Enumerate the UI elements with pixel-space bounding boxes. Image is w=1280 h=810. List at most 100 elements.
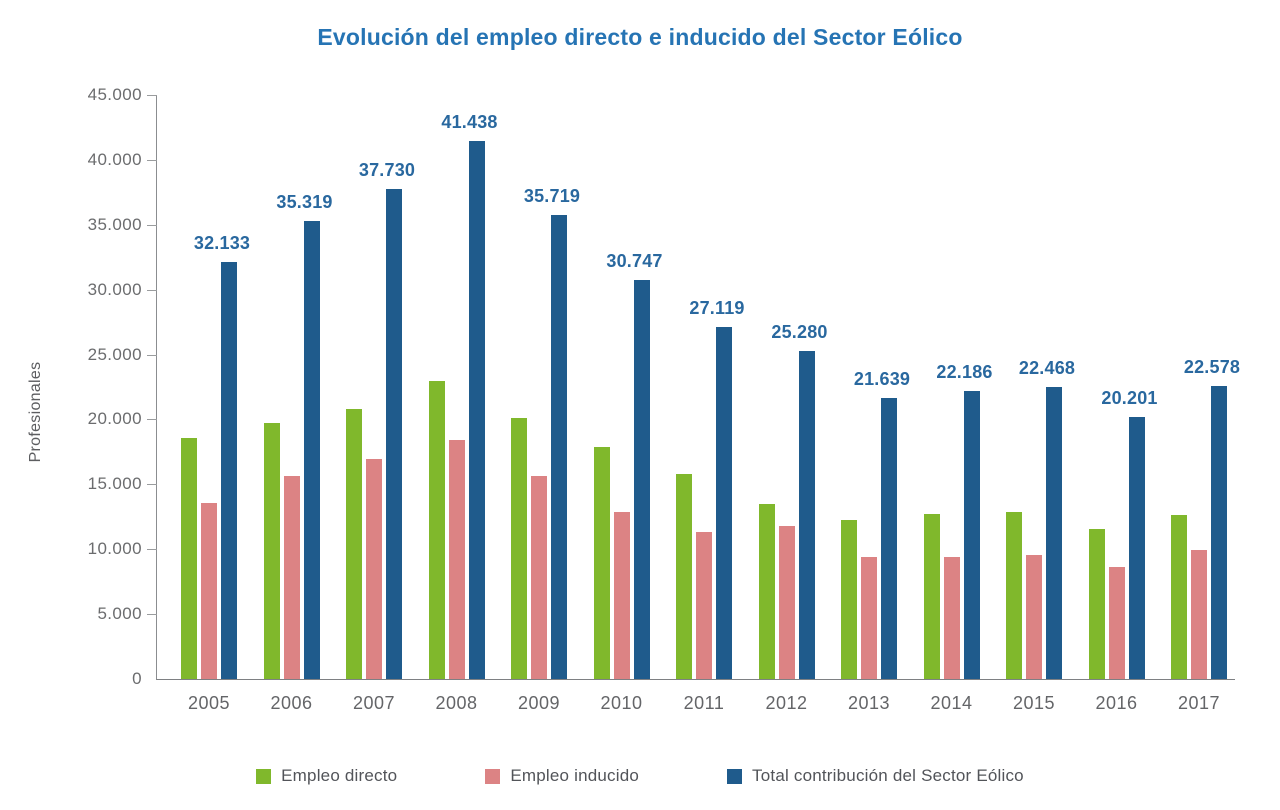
bar-group-2005: 32.133 2005 — [181, 95, 250, 713]
bar-group-2012: 25.280 2012 — [758, 95, 827, 713]
x-axis-label: 2005 — [187, 693, 231, 713]
x-axis-label: 2012 — [765, 693, 808, 713]
legend-item-total: Total contribución del Sector Eólico — [727, 766, 1024, 786]
bar-empleo-inducido — [366, 459, 382, 679]
bar-group-2016: 20.201 2016 — [1088, 95, 1157, 713]
bar-group-2015: 22.468 2015 — [1006, 95, 1075, 713]
bar-group-2013: 21.639 2013 — [841, 95, 910, 713]
bar-empleo-inducido — [283, 476, 300, 679]
total-value-label: 20.201 — [1101, 387, 1158, 408]
legend-swatch-pink — [485, 768, 501, 784]
legend-label: Total contribución del Sector Eólico — [752, 766, 1024, 785]
legend-label: Empleo directo — [281, 766, 398, 785]
y-axis-tick — [147, 95, 157, 96]
bar-group-2009: 35.719 2009 — [511, 95, 580, 713]
bar-group-2007: 37.730 2007 — [346, 95, 415, 713]
bar-group-2011: 27.119 2011 — [676, 95, 744, 713]
total-value-label: 35.719 — [523, 186, 581, 207]
bar-empleo-inducido — [531, 476, 547, 679]
chart-title: Evolución del empleo directo e inducido … — [317, 24, 963, 50]
y-axis-tick — [147, 484, 157, 486]
bar-total — [1046, 387, 1062, 679]
legend-label: Empleo inducido — [510, 766, 640, 785]
x-axis-label: 2006 — [270, 693, 313, 713]
x-axis-label: 2008 — [435, 693, 478, 713]
bar-empleo-inducido — [448, 439, 465, 679]
y-axis-label: 30.000 — [87, 279, 142, 299]
y-axis-label: 25.000 — [87, 344, 142, 364]
legend-item-empleo-inducido: Empleo inducido — [485, 766, 639, 786]
x-axis-label: 2013 — [847, 693, 891, 713]
bar-total — [716, 327, 732, 679]
y-axis-tick — [147, 354, 157, 356]
bar-total — [963, 391, 980, 679]
y-axis-label: 40.000 — [87, 149, 142, 169]
bar-group-2017: 22.578 2017 — [1171, 95, 1240, 713]
bar-total — [633, 279, 650, 679]
bar-empleo-directo — [1171, 514, 1187, 679]
bar-empleo-inducido — [778, 526, 795, 679]
total-value-label: 30.747 — [606, 250, 663, 271]
bar-empleo-directo — [181, 438, 197, 679]
x-axis-label: 2017 — [1177, 693, 1221, 713]
bar-empleo-inducido — [613, 512, 630, 679]
total-value-label: 22.578 — [1183, 357, 1241, 377]
bar-empleo-inducido — [696, 532, 712, 679]
bar-empleo-directo — [676, 473, 692, 679]
bar-total — [798, 350, 815, 679]
y-axis-tick — [147, 224, 157, 226]
bar-empleo-inducido — [1108, 566, 1125, 679]
bar-group-2008: 41.438 2008 — [428, 95, 497, 713]
x-axis-label: 2015 — [1012, 693, 1056, 713]
bar-empleo-directo — [758, 503, 775, 679]
total-value-label: 22.186 — [936, 362, 993, 383]
y-axis-title: Profesionales — [27, 361, 44, 463]
y-axis-label: 15.000 — [87, 474, 142, 494]
x-axis-label: 2011 — [683, 693, 725, 713]
bar-total — [1211, 386, 1227, 679]
bar-empleo-inducido — [943, 556, 960, 679]
bar-total — [1128, 416, 1145, 679]
bar-empleo-inducido — [201, 502, 217, 679]
total-value-label: 21.639 — [853, 369, 911, 390]
y-axis-label: 35.000 — [87, 214, 142, 234]
bar-empleo-directo — [1006, 511, 1022, 679]
legend-swatch-blue — [727, 768, 743, 784]
bar-empleo-directo — [346, 409, 362, 679]
legend-item-empleo-directo: Empleo directo — [256, 766, 397, 786]
y-axis-tick — [147, 419, 157, 421]
y-axis-tick — [147, 614, 157, 616]
bar-empleo-inducido — [1191, 550, 1207, 679]
bar-empleo-directo — [593, 446, 610, 679]
x-axis-label: 2010 — [600, 693, 643, 713]
bar-empleo-directo — [263, 423, 280, 679]
bar-empleo-inducido — [1026, 554, 1042, 679]
bar-empleo-directo — [511, 418, 527, 679]
bar-total — [221, 262, 237, 679]
total-value-label: 27.119 — [689, 298, 745, 319]
y-axis-label: 10.000 — [87, 539, 142, 559]
bar-empleo-directo — [428, 380, 445, 679]
bar-group-2006: 35.319 2006 — [263, 95, 332, 713]
total-value-label: 35.319 — [276, 191, 333, 212]
y-axis-tick — [147, 159, 157, 161]
bar-empleo-directo — [1088, 529, 1105, 679]
total-value-label: 22.468 — [1018, 358, 1076, 379]
x-axis-label: 2009 — [517, 693, 561, 713]
bar-total — [881, 398, 897, 679]
bar-empleo-directo — [923, 513, 940, 679]
total-value-label: 32.133 — [193, 233, 251, 253]
y-axis-label: 0 — [132, 669, 142, 688]
y-axis-label: 45.000 — [87, 85, 142, 104]
y-axis-label: 5.000 — [97, 604, 142, 624]
bar-group-2014: 22.186 2014 — [923, 95, 992, 713]
y-axis-label: 20.000 — [87, 409, 142, 429]
x-axis-label: 2016 — [1095, 693, 1138, 713]
bar-total — [551, 215, 567, 679]
bar-total — [386, 189, 402, 679]
legend-swatch-green — [256, 768, 272, 784]
total-value-label: 25.280 — [771, 321, 828, 342]
bar-empleo-directo — [841, 520, 857, 679]
bar-empleo-inducido — [861, 557, 877, 679]
y-axis-tick — [147, 549, 157, 551]
